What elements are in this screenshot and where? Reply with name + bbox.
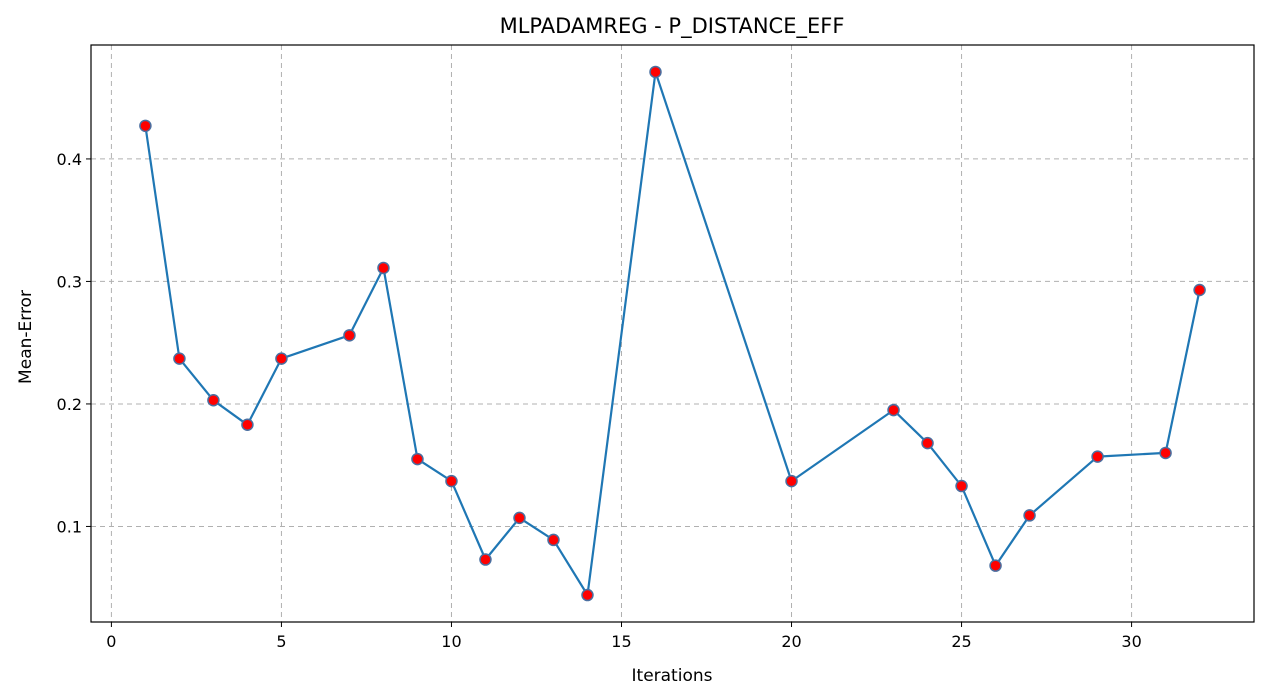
data-point — [445, 474, 458, 488]
y-tick-label: 0.3 — [57, 272, 82, 291]
data-point — [479, 553, 492, 566]
data-point — [581, 588, 594, 602]
x-tick-label: 20 — [781, 632, 801, 651]
x-tick-label: 0 — [106, 632, 116, 651]
x-tick-label: 5 — [276, 632, 286, 651]
data-point — [649, 65, 662, 79]
grid — [91, 45, 1254, 622]
x-tick-label: 25 — [951, 632, 971, 651]
data-point — [173, 352, 186, 365]
x-tick-label: 30 — [1121, 632, 1141, 651]
data-point — [411, 452, 424, 466]
series-layer — [139, 65, 1206, 602]
series-line — [144, 70, 1201, 597]
data-point — [139, 119, 152, 133]
x-axis-label: Iterations — [632, 666, 713, 686]
data-point — [547, 533, 560, 547]
data-point — [241, 418, 254, 432]
data-point — [377, 261, 390, 275]
y-axis: 0.1 0.2 0.3 0.4 — [57, 150, 91, 536]
data-point — [207, 394, 220, 407]
data-point — [1159, 446, 1172, 460]
data-point — [921, 436, 934, 450]
y-tick-label: 0.4 — [57, 150, 82, 169]
data-point — [1023, 509, 1036, 522]
data-point — [343, 329, 356, 342]
y-tick-label: 0.1 — [57, 517, 82, 536]
x-axis: 0 5 10 15 20 25 30 — [106, 622, 1142, 651]
data-point — [1091, 450, 1104, 463]
y-tick-label: 0.2 — [57, 395, 82, 414]
data-point — [989, 559, 1002, 572]
data-point — [513, 511, 526, 525]
plot-frame — [90, 44, 1255, 623]
y-axis-label: Mean-Error — [16, 290, 36, 384]
chart-title: MLPADAMREG - P_DISTANCE_EFF — [500, 14, 845, 39]
data-point — [1193, 283, 1206, 297]
data-point — [275, 352, 288, 365]
data-point — [887, 403, 900, 417]
x-tick-label: 15 — [611, 632, 631, 651]
x-tick-label: 10 — [441, 632, 461, 651]
data-point — [955, 479, 968, 493]
data-point — [785, 474, 798, 488]
